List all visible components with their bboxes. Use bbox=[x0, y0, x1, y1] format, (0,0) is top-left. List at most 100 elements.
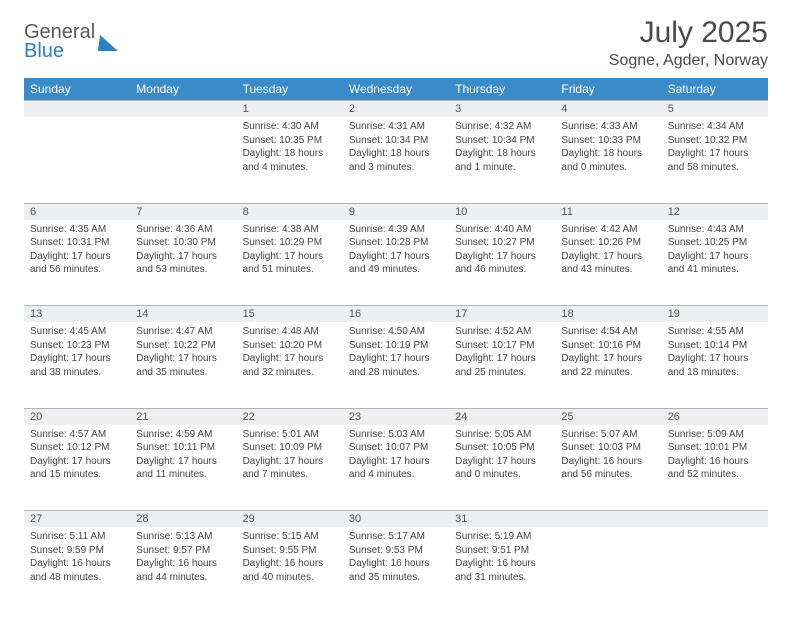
day-cell: Sunrise: 4:45 AMSunset: 10:23 PMDaylight… bbox=[24, 322, 130, 408]
day-details: Sunrise: 4:48 AMSunset: 10:20 PMDaylight… bbox=[237, 322, 343, 385]
day-number-cell bbox=[130, 101, 236, 118]
day-number-cell: 16 bbox=[343, 306, 449, 323]
day-number-cell: 18 bbox=[555, 306, 661, 323]
sunrise-line: Sunrise: 5:05 AM bbox=[455, 428, 549, 442]
sunrise-line: Sunrise: 4:54 AM bbox=[561, 325, 655, 339]
sunset-line: Sunset: 10:29 PM bbox=[243, 236, 337, 250]
day-cell: Sunrise: 4:47 AMSunset: 10:22 PMDaylight… bbox=[130, 322, 236, 408]
daylight-line: Daylight: 16 hours and 31 minutes. bbox=[455, 557, 549, 584]
daylight-line: Daylight: 17 hours and 11 minutes. bbox=[136, 455, 230, 482]
sunrise-line: Sunrise: 5:09 AM bbox=[668, 428, 762, 442]
sunset-line: Sunset: 9:51 PM bbox=[455, 544, 549, 558]
col-monday: Monday bbox=[130, 78, 236, 101]
day-details: Sunrise: 4:35 AMSunset: 10:31 PMDaylight… bbox=[24, 220, 130, 283]
daylight-line: Daylight: 17 hours and 22 minutes. bbox=[561, 352, 655, 379]
day-number-row: 6789101112 bbox=[24, 203, 768, 220]
sunset-line: Sunset: 10:19 PM bbox=[349, 339, 443, 353]
day-details: Sunrise: 4:34 AMSunset: 10:32 PMDaylight… bbox=[662, 117, 768, 180]
day-cell: Sunrise: 5:07 AMSunset: 10:03 PMDaylight… bbox=[555, 425, 661, 511]
day-details: Sunrise: 5:07 AMSunset: 10:03 PMDaylight… bbox=[555, 425, 661, 488]
day-details: Sunrise: 4:30 AMSunset: 10:35 PMDaylight… bbox=[237, 117, 343, 180]
header: General Blue July 2025 Sogne, Agder, Nor… bbox=[24, 16, 768, 70]
sunrise-line: Sunrise: 4:31 AM bbox=[349, 120, 443, 134]
sunset-line: Sunset: 10:27 PM bbox=[455, 236, 549, 250]
day-details: Sunrise: 5:01 AMSunset: 10:09 PMDaylight… bbox=[237, 425, 343, 488]
sunset-line: Sunset: 10:11 PM bbox=[136, 441, 230, 455]
day-details: Sunrise: 4:42 AMSunset: 10:26 PMDaylight… bbox=[555, 220, 661, 283]
day-details: Sunrise: 4:45 AMSunset: 10:23 PMDaylight… bbox=[24, 322, 130, 385]
day-number-cell: 9 bbox=[343, 203, 449, 220]
sunset-line: Sunset: 9:55 PM bbox=[243, 544, 337, 558]
daylight-line: Daylight: 16 hours and 48 minutes. bbox=[30, 557, 124, 584]
day-cell: Sunrise: 4:33 AMSunset: 10:33 PMDaylight… bbox=[555, 117, 661, 203]
daylight-line: Daylight: 18 hours and 3 minutes. bbox=[349, 147, 443, 174]
sunrise-line: Sunrise: 4:48 AM bbox=[243, 325, 337, 339]
sunset-line: Sunset: 10:28 PM bbox=[349, 236, 443, 250]
daylight-line: Daylight: 17 hours and 15 minutes. bbox=[30, 455, 124, 482]
sunset-line: Sunset: 10:20 PM bbox=[243, 339, 337, 353]
day-cell: Sunrise: 4:52 AMSunset: 10:17 PMDaylight… bbox=[449, 322, 555, 408]
daylight-line: Daylight: 16 hours and 35 minutes. bbox=[349, 557, 443, 584]
sunrise-line: Sunrise: 4:34 AM bbox=[668, 120, 762, 134]
day-details: Sunrise: 4:38 AMSunset: 10:29 PMDaylight… bbox=[237, 220, 343, 283]
sunrise-line: Sunrise: 5:19 AM bbox=[455, 530, 549, 544]
sunrise-line: Sunrise: 4:59 AM bbox=[136, 428, 230, 442]
daylight-line: Daylight: 17 hours and 51 minutes. bbox=[243, 250, 337, 277]
day-details: Sunrise: 4:31 AMSunset: 10:34 PMDaylight… bbox=[343, 117, 449, 180]
daylight-line: Daylight: 17 hours and 41 minutes. bbox=[668, 250, 762, 277]
sunset-line: Sunset: 10:14 PM bbox=[668, 339, 762, 353]
day-number-cell: 20 bbox=[24, 408, 130, 425]
day-number-cell: 8 bbox=[237, 203, 343, 220]
brand-text: General Blue bbox=[24, 22, 95, 61]
day-cell bbox=[130, 117, 236, 203]
daylight-line: Daylight: 17 hours and 32 minutes. bbox=[243, 352, 337, 379]
day-cell: Sunrise: 5:13 AMSunset: 9:57 PMDaylight:… bbox=[130, 527, 236, 613]
day-cell: Sunrise: 5:01 AMSunset: 10:09 PMDaylight… bbox=[237, 425, 343, 511]
day-number-cell: 30 bbox=[343, 511, 449, 528]
day-details: Sunrise: 5:11 AMSunset: 9:59 PMDaylight:… bbox=[24, 527, 130, 590]
day-cell: Sunrise: 5:03 AMSunset: 10:07 PMDaylight… bbox=[343, 425, 449, 511]
sunset-line: Sunset: 10:23 PM bbox=[30, 339, 124, 353]
day-number-cell: 31 bbox=[449, 511, 555, 528]
day-number-cell: 27 bbox=[24, 511, 130, 528]
col-friday: Friday bbox=[555, 78, 661, 101]
sunrise-line: Sunrise: 4:50 AM bbox=[349, 325, 443, 339]
col-wednesday: Wednesday bbox=[343, 78, 449, 101]
sunset-line: Sunset: 10:34 PM bbox=[349, 134, 443, 148]
day-cell bbox=[555, 527, 661, 613]
daylight-line: Daylight: 17 hours and 4 minutes. bbox=[349, 455, 443, 482]
day-cell bbox=[662, 527, 768, 613]
day-number-cell: 10 bbox=[449, 203, 555, 220]
sunrise-line: Sunrise: 4:38 AM bbox=[243, 223, 337, 237]
day-number-cell: 5 bbox=[662, 101, 768, 118]
day-number-row: 2728293031 bbox=[24, 511, 768, 528]
day-cell: Sunrise: 4:43 AMSunset: 10:25 PMDaylight… bbox=[662, 220, 768, 306]
day-details: Sunrise: 4:47 AMSunset: 10:22 PMDaylight… bbox=[130, 322, 236, 385]
day-details: Sunrise: 4:55 AMSunset: 10:14 PMDaylight… bbox=[662, 322, 768, 385]
sunrise-line: Sunrise: 4:42 AM bbox=[561, 223, 655, 237]
daylight-line: Daylight: 17 hours and 35 minutes. bbox=[136, 352, 230, 379]
sunrise-line: Sunrise: 4:45 AM bbox=[30, 325, 124, 339]
day-number-row: 13141516171819 bbox=[24, 306, 768, 323]
daylight-line: Daylight: 17 hours and 46 minutes. bbox=[455, 250, 549, 277]
sunrise-line: Sunrise: 4:36 AM bbox=[136, 223, 230, 237]
day-details: Sunrise: 4:36 AMSunset: 10:30 PMDaylight… bbox=[130, 220, 236, 283]
day-cell: Sunrise: 5:15 AMSunset: 9:55 PMDaylight:… bbox=[237, 527, 343, 613]
day-number-cell: 15 bbox=[237, 306, 343, 323]
sunrise-line: Sunrise: 5:13 AM bbox=[136, 530, 230, 544]
daylight-line: Daylight: 18 hours and 1 minute. bbox=[455, 147, 549, 174]
day-number-cell: 4 bbox=[555, 101, 661, 118]
sunset-line: Sunset: 10:30 PM bbox=[136, 236, 230, 250]
sunset-line: Sunset: 10:07 PM bbox=[349, 441, 443, 455]
calendar-body: 12345Sunrise: 4:30 AMSunset: 10:35 PMDay… bbox=[24, 101, 768, 614]
sunrise-line: Sunrise: 4:57 AM bbox=[30, 428, 124, 442]
day-details: Sunrise: 4:57 AMSunset: 10:12 PMDaylight… bbox=[24, 425, 130, 488]
page-title: July 2025 bbox=[609, 16, 768, 50]
daylight-line: Daylight: 16 hours and 40 minutes. bbox=[243, 557, 337, 584]
day-cell: Sunrise: 4:36 AMSunset: 10:30 PMDaylight… bbox=[130, 220, 236, 306]
title-block: July 2025 Sogne, Agder, Norway bbox=[609, 16, 768, 70]
sunset-line: Sunset: 10:26 PM bbox=[561, 236, 655, 250]
sunrise-line: Sunrise: 4:55 AM bbox=[668, 325, 762, 339]
day-cell: Sunrise: 4:48 AMSunset: 10:20 PMDaylight… bbox=[237, 322, 343, 408]
daylight-line: Daylight: 17 hours and 25 minutes. bbox=[455, 352, 549, 379]
